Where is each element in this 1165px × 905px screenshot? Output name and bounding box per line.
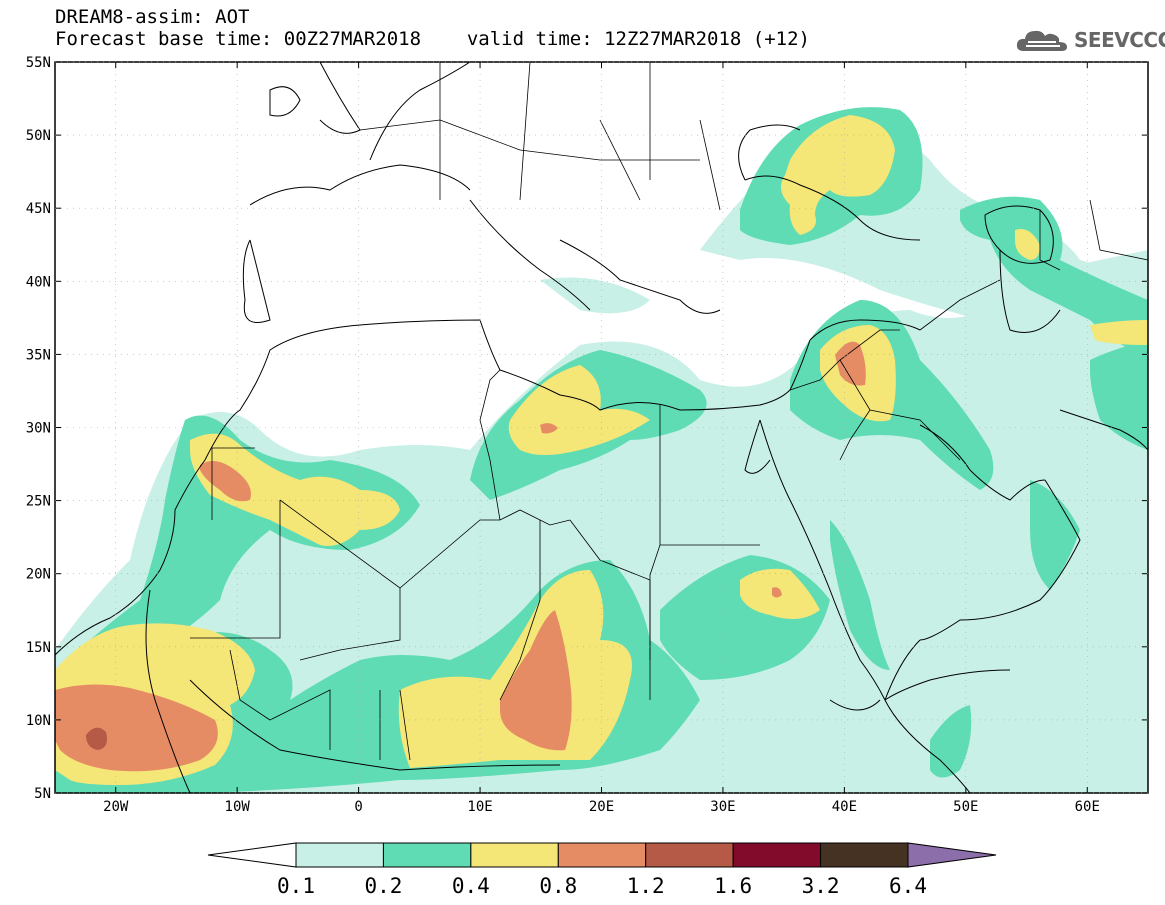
country-borders [190, 62, 1148, 761]
aot-level-0-8 [55, 341, 866, 772]
colorbar-segment [295, 842, 384, 868]
lon-tick-label: 20E [589, 799, 614, 815]
lat-tick-label: 10N [26, 713, 51, 729]
lat-tick-label: 35N [26, 347, 51, 363]
map-ticks [55, 61, 1148, 794]
lon-tick-label: 60E [1075, 799, 1100, 815]
lat-tick-label: 55N [26, 55, 51, 71]
seevccc-logo: SEEVCCC [1016, 26, 1165, 54]
map-header: DREAM8-assim: AOT Forecast base time: 00… [55, 6, 810, 50]
colorbar-low-arrow [207, 842, 297, 868]
lat-tick-labels: 55N 50N 45N 40N 35N 30N 25N 20N 15N 10N 5N [26, 55, 51, 802]
lat-tick-label: 25N [26, 494, 51, 510]
lon-tick-labels: 20W 10W 0 10E 20E 30E 40E 50E 60E [103, 799, 1100, 815]
colorbar-label: 3.2 [802, 874, 840, 898]
colorbar-segment [470, 842, 559, 868]
lat-tick-label: 15N [26, 640, 51, 656]
colorbar-label: 6.4 [889, 874, 927, 898]
base-time: Forecast base time: 00Z27MAR2018 [55, 28, 422, 50]
colorbar-segment [382, 842, 472, 868]
time-line: Forecast base time: 00Z27MAR2018 valid t… [55, 28, 810, 50]
colorbar-segment [557, 842, 647, 868]
colorbar-label: 0.8 [539, 874, 577, 898]
colorbar-label: 0.4 [452, 874, 490, 898]
valid-time: valid time: 12Z27MAR2018 (+12) [466, 28, 810, 50]
lat-tick-label: 50N [26, 128, 51, 144]
colorbar-label: 1.6 [714, 874, 752, 898]
colorbar: 0.1 0.2 0.4 0.8 1.2 1.6 3.2 6.4 [207, 842, 997, 898]
lon-tick-label: 10W [225, 799, 251, 815]
lon-tick-label: 30E [710, 799, 735, 815]
colorbar-label: 0.2 [364, 874, 402, 898]
colorbar-label: 0.1 [277, 874, 315, 898]
colorbar-segment [645, 842, 734, 868]
logo-text: SEEVCCC [1074, 28, 1165, 52]
lon-tick-label: 20W [103, 799, 129, 815]
lat-tick-label: 30N [26, 421, 51, 437]
lon-tick-label: 40E [832, 799, 857, 815]
lat-tick-label: 45N [26, 201, 51, 217]
coastlines [55, 62, 1148, 793]
lat-tick-label: 5N [34, 786, 51, 802]
colorbar-label: 1.2 [627, 874, 665, 898]
aot-level-1-2 [86, 727, 107, 750]
lat-tick-label: 20N [26, 567, 51, 583]
lat-tick-label: 40N [26, 274, 51, 290]
map-title: DREAM8-assim: AOT [55, 6, 250, 28]
colorbar-segment [820, 842, 909, 868]
lon-tick-label: 10E [467, 799, 492, 815]
lon-tick-label: 50E [953, 799, 978, 815]
colorbar-segment [732, 842, 822, 868]
colorbar-high-arrow [907, 842, 997, 868]
lon-tick-label: 0 [354, 799, 362, 815]
cloud-icon [1016, 30, 1067, 51]
